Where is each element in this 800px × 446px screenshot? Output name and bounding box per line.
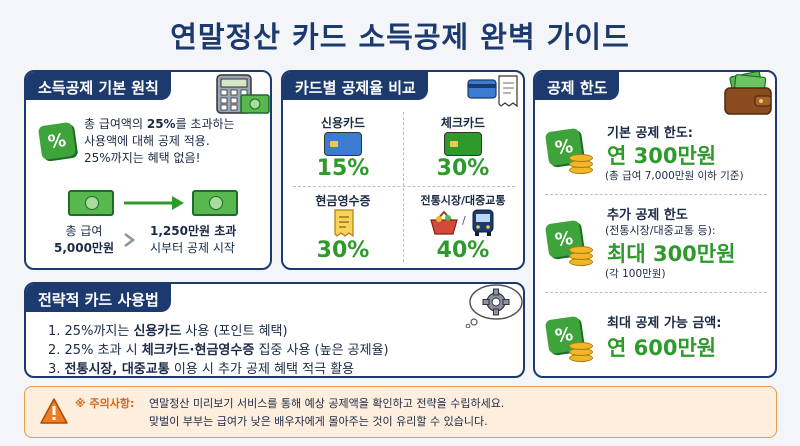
flow-right-line1: 1,250만원 초과 (150, 224, 237, 238)
limits-card: 공제 한도 % 기본 공제 한도: 연 300만원 (총 급여 7,000만원 … (533, 70, 777, 378)
desc-line3: 25%까지는 혜택 없음! (84, 151, 201, 165)
limits-header: 공제 한도 (535, 72, 620, 100)
chevron-right-icon (124, 233, 136, 247)
extra-limit-title: 추가 공제 한도 (607, 208, 688, 223)
strategy-item-1-post: 사용 (포인트 혜택) (181, 324, 288, 339)
notice-line2: 맞벌이 부부는 급여가 낮은 배우자에게 몰아주는 것이 유리할 수 있습니다. (149, 415, 488, 428)
extra-limit-note: (각 100만원) (605, 268, 666, 280)
flow-right: 1,250만원 초과 시부터 공제 시작 (150, 223, 236, 257)
rate-value-cash: 30% (316, 238, 370, 263)
bus-icon (472, 209, 494, 236)
strategy-item-3-pre: 3. (48, 362, 65, 377)
max-limit-title: 최대 공제 가능 금액: (607, 316, 722, 331)
strategy-item-2-post: 집중 사용 (높은 공제율) (254, 343, 389, 358)
strategy-item-3: 3. 전통시장, 대중교통 이용 시 추가 공제 혜택 적극 활용 (48, 358, 355, 377)
arrow-right-icon (124, 196, 184, 210)
notice-box: ※ 주의사항: 연말정산 미리보기 서비스를 통해 예상 공제액을 확인하고 전… (24, 386, 777, 438)
flow-left: 총 급여 5,000만원 (48, 223, 120, 257)
strategy-item-1: 1. 25%까지는 신용카드 사용 (포인트 혜택) (48, 320, 288, 339)
flow-right-line2: 시부터 공제 시작 (150, 241, 235, 255)
check-card-icon (444, 132, 482, 156)
divider (293, 186, 515, 187)
card-receipt-icon (467, 75, 518, 108)
coins-icon (569, 336, 595, 364)
strategy-header: 전략적 카드 사용법 (26, 284, 171, 312)
flow-left-line2: 5,000만원 (53, 241, 115, 255)
basic-limit-value: 연 300만원 (607, 144, 717, 168)
basket-icon (430, 210, 458, 235)
slash-separator: / (462, 214, 466, 227)
principle-header: 소득공제 기본 원칙 (26, 72, 171, 100)
receipt-icon (334, 209, 354, 237)
extra-limit-sub: (전통시장/대중교통 등): (605, 224, 716, 237)
warning-icon (40, 398, 68, 424)
divider (545, 194, 767, 195)
coins-icon (569, 148, 595, 176)
rate-value-market: 40% (436, 238, 490, 263)
strategy-item-2-pre: 2. 25% 초과 시 (48, 343, 142, 358)
principle-card: 소득공제 기본 원칙 % 총 급여액의 25%를 초과하는 사용액에 대해 공제… (24, 70, 272, 270)
strategy-item-2: 2. 25% 초과 시 체크카드·현금영수증 집중 사용 (높은 공제율) (48, 339, 389, 358)
desc-line2: 사용액에 대해 공제 적용. (84, 134, 210, 148)
basic-limit-title: 기본 공제 한도: (607, 126, 694, 141)
wallet-icon (724, 72, 772, 115)
rate-label-credit: 신용카드 (320, 116, 366, 130)
strategy-item-3-bold: 전통시장, 대중교통 (64, 362, 170, 377)
rate-label-check: 체크카드 (440, 116, 486, 130)
gear-icon (465, 284, 523, 328)
rates-card: 카드별 공제율 비교 신용카드 15% 체크카드 30% 현금영수증 30% 전… (281, 70, 525, 270)
strategy-item-2-bold: 체크카드·현금영수증 (141, 343, 255, 358)
rates-header: 카드별 공제율 비교 (283, 72, 428, 100)
divider (545, 292, 767, 293)
basic-limit-note: (총 급여 7,000만원 이하 기준) (605, 170, 744, 182)
rate-value-credit: 15% (316, 156, 370, 181)
credit-card-icon (324, 132, 362, 156)
max-limit-value: 연 600만원 (607, 336, 717, 360)
desc-line1-post: 를 초과하는 (175, 117, 235, 131)
extra-limit-value: 최대 300만원 (607, 242, 736, 266)
desc-line1-bold: 25% (146, 117, 176, 131)
notice-line1: 연말정산 미리보기 서비스를 통해 예상 공제액을 확인하고 전략을 수립하세요… (149, 397, 505, 410)
money-icon (68, 190, 114, 216)
strategy-item-3-post: 이용 시 추가 공제 혜택 적극 활용 (169, 362, 355, 377)
rate-value-check: 30% (436, 156, 490, 181)
rate-label-cash: 현금영수증 (315, 194, 371, 208)
flow-left-line1: 총 급여 (65, 224, 103, 238)
page-title: 연말정산 카드 소득공제 완벽 가이드 (170, 20, 630, 54)
strategy-item-1-bold: 신용카드 (133, 324, 182, 339)
strategy-item-1-pre: 1. 25%까지는 (48, 324, 134, 339)
desc-line1-pre: 총 급여액의 (84, 117, 147, 131)
rate-label-market: 전통시장/대중교통 (420, 194, 506, 207)
coins-icon (569, 240, 595, 268)
principle-desc: 총 급여액의 25%를 초과하는 사용액에 대해 공제 적용. 25%까지는 혜… (84, 116, 235, 167)
money-icon (192, 190, 238, 216)
divider (403, 112, 404, 262)
strategy-card: 전략적 카드 사용법 1. 25%까지는 신용카드 사용 (포인트 혜택) 2.… (24, 282, 525, 378)
money-icon (240, 94, 270, 114)
notice-label: ※ 주의사항: (75, 397, 135, 410)
percent-icon: % (37, 121, 77, 161)
